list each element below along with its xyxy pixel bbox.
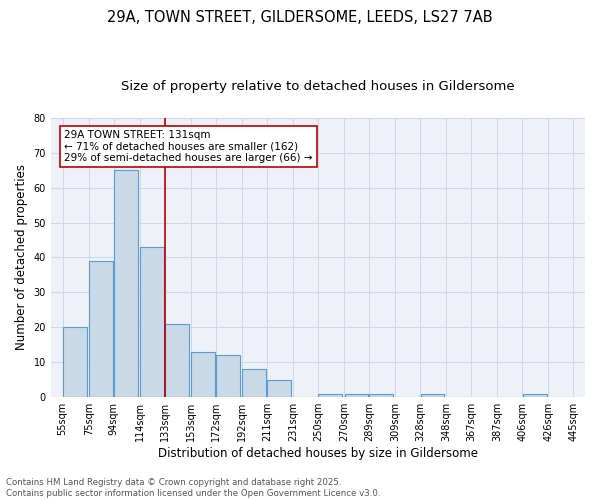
Bar (140, 247, 164, 397)
Bar (114, 170, 138, 397)
Text: 29A TOWN STREET: 131sqm
← 71% of detached houses are smaller (162)
29% of semi-d: 29A TOWN STREET: 131sqm ← 71% of detache… (64, 130, 313, 163)
Text: Contains HM Land Registry data © Crown copyright and database right 2025.
Contai: Contains HM Land Registry data © Crown c… (6, 478, 380, 498)
Text: 29A, TOWN STREET, GILDERSOME, LEEDS, LS27 7AB: 29A, TOWN STREET, GILDERSOME, LEEDS, LS2… (107, 10, 493, 25)
Bar (191, 352, 215, 397)
Bar (242, 370, 266, 397)
Bar (216, 356, 240, 397)
Y-axis label: Number of detached properties: Number of detached properties (15, 164, 28, 350)
Bar (165, 324, 189, 397)
Bar (268, 380, 291, 397)
Bar (421, 394, 445, 397)
Bar (370, 394, 394, 397)
Bar (63, 328, 87, 397)
Bar (523, 394, 547, 397)
Bar (344, 394, 368, 397)
X-axis label: Distribution of detached houses by size in Gildersome: Distribution of detached houses by size … (158, 447, 478, 460)
Bar (89, 261, 113, 397)
Bar (319, 394, 342, 397)
Title: Size of property relative to detached houses in Gildersome: Size of property relative to detached ho… (121, 80, 515, 93)
